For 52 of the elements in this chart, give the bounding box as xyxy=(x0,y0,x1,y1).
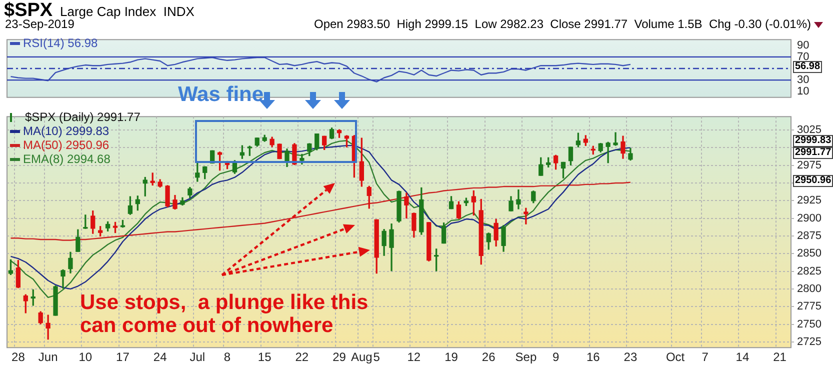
y-tick-label: 2750 xyxy=(797,318,822,330)
text: 2950.96 xyxy=(793,175,833,187)
y-tick-label: 2975 xyxy=(797,159,822,172)
x-tick-label: 10 xyxy=(78,350,92,364)
x-tick-label: Jul xyxy=(190,350,206,364)
y-tick-label: 2925 xyxy=(797,194,822,207)
y-tick-label: 70 xyxy=(797,50,810,63)
y-tick-label: 2825 xyxy=(797,265,822,278)
x-tick-label: 22 xyxy=(295,350,309,364)
y-tick-label: 30 xyxy=(797,74,810,86)
y-tick-label: 10 xyxy=(797,86,810,98)
text: 2991.77 xyxy=(793,147,833,159)
x-tick-label: 28 xyxy=(12,350,26,364)
x-tick-label: 23 xyxy=(624,350,638,364)
legend-label: MA(50) 2950.96 xyxy=(23,138,110,152)
text: Open 2983.50 High 2999.15 Low 2982.23 Close 2991.77 Volume 1.5B Chg -0.30 (-0.01%) xyxy=(314,17,811,32)
x-tick-label: 24 xyxy=(153,350,168,364)
x-tick-label: Aug xyxy=(350,350,372,364)
x-tick-label: 26 xyxy=(482,350,496,364)
x-tick-label: 19 xyxy=(444,350,458,364)
x-tick-label: 8 xyxy=(224,350,231,364)
y-tick-label: 3025 xyxy=(797,124,822,136)
legend-label: $SPX (Daily) 2991.77 xyxy=(25,110,140,124)
x-tick-label: 16 xyxy=(586,350,600,364)
x-tick-label: 29 xyxy=(332,350,346,364)
chart-subtitle: Large Cap Index INDX xyxy=(60,4,194,19)
x-tick-label: Oct xyxy=(666,350,686,364)
annotation: Use stops, a plunge like this can come out of nowhere xyxy=(80,291,370,338)
x-tick-label: 12 xyxy=(407,350,421,364)
x-tick-label: Sep xyxy=(515,350,537,364)
y-tick-label: 2875 xyxy=(797,230,822,242)
legend-label: EMA(8) 2994.68 xyxy=(23,152,110,166)
legend-label: MA(10) 2999.83 xyxy=(23,124,110,138)
x-tick-label: 7 xyxy=(702,350,709,364)
text: 2999.83 xyxy=(793,135,833,147)
x-tick-label: 21 xyxy=(773,350,787,364)
y-tick-label: 2725 xyxy=(797,336,822,348)
y-tick-label: 2775 xyxy=(797,300,822,313)
y-tick-label: 2900 xyxy=(797,212,822,224)
x-tick-label: 17 xyxy=(116,350,130,364)
x-tick-label: 15 xyxy=(258,350,272,364)
legend-label: RSI(14) 56.98 xyxy=(23,36,98,50)
x-tick-label: 14 xyxy=(736,350,750,364)
text: 56.98 xyxy=(793,61,822,73)
y-tick-label: 2800 xyxy=(797,283,822,295)
x-tick-label: 5 xyxy=(373,350,380,364)
x-tick-label: 9 xyxy=(552,350,560,364)
annotation: Was fine xyxy=(178,83,264,106)
x-tick-label: Jun xyxy=(38,350,58,364)
candlestick xyxy=(277,144,282,160)
y-tick-label: 2850 xyxy=(797,248,822,260)
y-tick-label: 90 xyxy=(797,39,810,52)
